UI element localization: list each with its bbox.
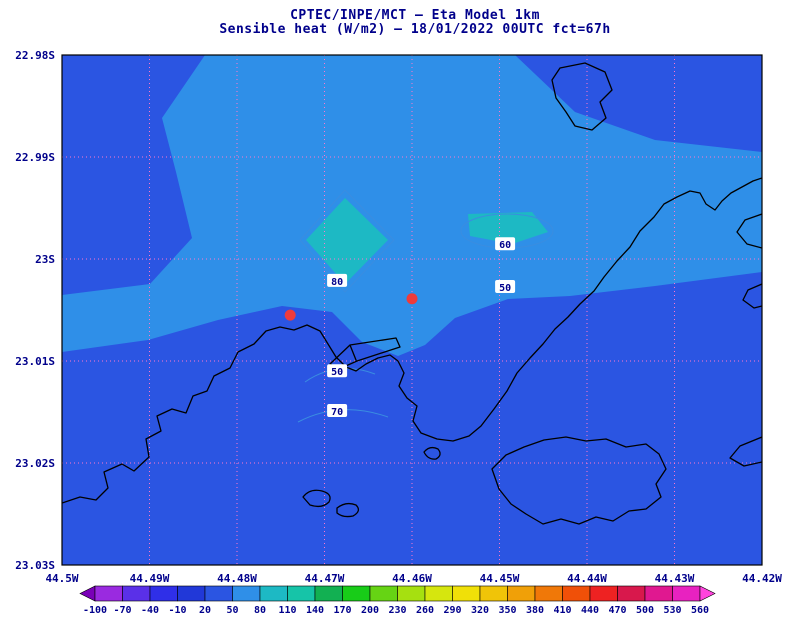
colorbar-tick-label: 290 — [443, 605, 461, 616]
colorbar-segment — [672, 585, 701, 602]
coastline-mainland — [62, 177, 762, 504]
colorbar-tick-label: 80 — [254, 605, 266, 616]
contour-label-box — [327, 364, 348, 378]
colorbar-segment — [204, 585, 233, 602]
contour-label-box — [495, 237, 516, 251]
coastline-big-island — [491, 436, 667, 525]
lon-tick-label: 44.42W — [742, 572, 782, 585]
colorbar-tick-label: 260 — [416, 605, 434, 616]
coastline — [62, 62, 762, 525]
lon-tick-label: 44.43W — [655, 572, 695, 585]
colorbar-tick-label: 20 — [199, 605, 211, 616]
contour-label-text: 80 — [331, 277, 343, 288]
colorbar-tick-label: -40 — [141, 605, 159, 616]
colorbar: -100 -70 -40 -10 20 50 80 110 140 170 200 230 260 290… — [79, 585, 716, 616]
colorbar-segment — [452, 585, 481, 602]
colorbar-segment — [617, 585, 646, 602]
contour-label-text: 70 — [331, 407, 343, 418]
coastline-east-inlet-2 — [742, 283, 762, 309]
colorbar-segment — [424, 585, 453, 602]
plot-frame — [61, 54, 763, 566]
shade-region-80-110-west — [306, 198, 388, 284]
colorbar-segment — [94, 585, 123, 602]
lon-tick-label: 44.49W — [130, 572, 170, 585]
contour-label-box — [327, 273, 348, 287]
contour-line-80 — [299, 189, 395, 293]
colorbar-tick-label: 560 — [691, 605, 709, 616]
colorbar-tick-label: -100 — [83, 605, 107, 616]
colorbar-tick-label: 200 — [361, 605, 379, 616]
colorbar-segment — [232, 585, 261, 602]
contour-labels: 60 80 50 50 70 — [327, 237, 516, 418]
colorbar-tick-label: 440 — [581, 605, 599, 616]
lat-tick-label: 23.01S — [15, 355, 55, 368]
colorbar-tick-label: 320 — [471, 605, 489, 616]
colorbar-segment — [259, 585, 288, 602]
colorbar-tick-label: 500 — [636, 605, 654, 616]
lon-tick-label: 44.46W — [392, 572, 432, 585]
lon-tick-label: 44.48W — [217, 572, 257, 585]
colorbar-segment — [589, 585, 618, 602]
colorbar-tick-label: 110 — [278, 605, 296, 616]
lat-tick-label: 22.99S — [15, 151, 55, 164]
colorbar-tick-label: 140 — [306, 605, 324, 616]
contour-label-text: 50 — [331, 367, 343, 378]
colorbar-segment — [287, 585, 316, 602]
colorbar-left-arrow — [79, 585, 96, 602]
colorbar-segment — [342, 585, 371, 602]
colorbar-tick-label: -10 — [168, 605, 186, 616]
colorbar-tick-label: 230 — [388, 605, 406, 616]
contour-label-box — [495, 280, 516, 294]
colorbar-tick-label: 350 — [498, 605, 516, 616]
colorbar-segment — [177, 585, 206, 602]
station-dot — [284, 309, 296, 321]
chart-subtitle: Sensible heat (W/m2) — 18/01/2022 00UTC … — [219, 22, 610, 37]
lon-tick-label: 44.44W — [567, 572, 607, 585]
colorbar-tick-label: 170 — [333, 605, 351, 616]
contour-label-box — [327, 403, 348, 417]
lat-tick-label: 23S — [35, 253, 55, 266]
colorbar-tick-label: 410 — [553, 605, 571, 616]
colorbar-tick-label: 530 — [663, 605, 681, 616]
map-area — [62, 55, 762, 565]
colorbar-tick-label: -70 — [113, 605, 131, 616]
colorbar-segment — [562, 585, 591, 602]
coastline-lake — [551, 62, 613, 131]
colorbar-tick-label: 50 — [226, 605, 238, 616]
colorbar-segment — [122, 585, 151, 602]
small-island-1 — [302, 489, 331, 508]
small-island-3 — [423, 446, 441, 460]
station-dot — [406, 293, 418, 305]
colorbar-segment — [534, 585, 563, 602]
colorbar-segment — [507, 585, 536, 602]
lat-tick-label: 22.98S — [15, 49, 55, 62]
colorbar-tick-label: 380 — [526, 605, 544, 616]
colorbar-segment — [149, 585, 178, 602]
lon-tick-label: 44.45W — [480, 572, 520, 585]
lon-tick-label: 44.5W — [45, 572, 78, 585]
coastline-east-inlet-1 — [736, 213, 762, 249]
colorbar-segment — [314, 585, 343, 602]
lat-tick-label: 23.03S — [15, 559, 55, 572]
small-island-2 — [336, 502, 360, 518]
coastline-east-lower — [729, 436, 762, 467]
contour-label-text: 50 — [499, 283, 511, 294]
station-markers — [284, 293, 418, 321]
colorbar-tick-label: 470 — [608, 605, 626, 616]
colorbar-segment — [644, 585, 673, 602]
colorbar-segment — [369, 585, 398, 602]
shade-region-80-110-east — [468, 212, 548, 244]
colorbar-right-arrow — [699, 585, 716, 602]
lat-tick-label: 23.02S — [15, 457, 55, 470]
contour-label-text: 60 — [499, 240, 511, 251]
shade-region-50-80 — [62, 55, 762, 356]
colorbar-segment — [397, 585, 426, 602]
chart-title: CPTEC/INPE/MCT — Eta Model 1km — [290, 8, 540, 23]
gridlines — [62, 55, 762, 565]
colorbar-segment — [479, 585, 508, 602]
lon-tick-label: 44.47W — [305, 572, 345, 585]
